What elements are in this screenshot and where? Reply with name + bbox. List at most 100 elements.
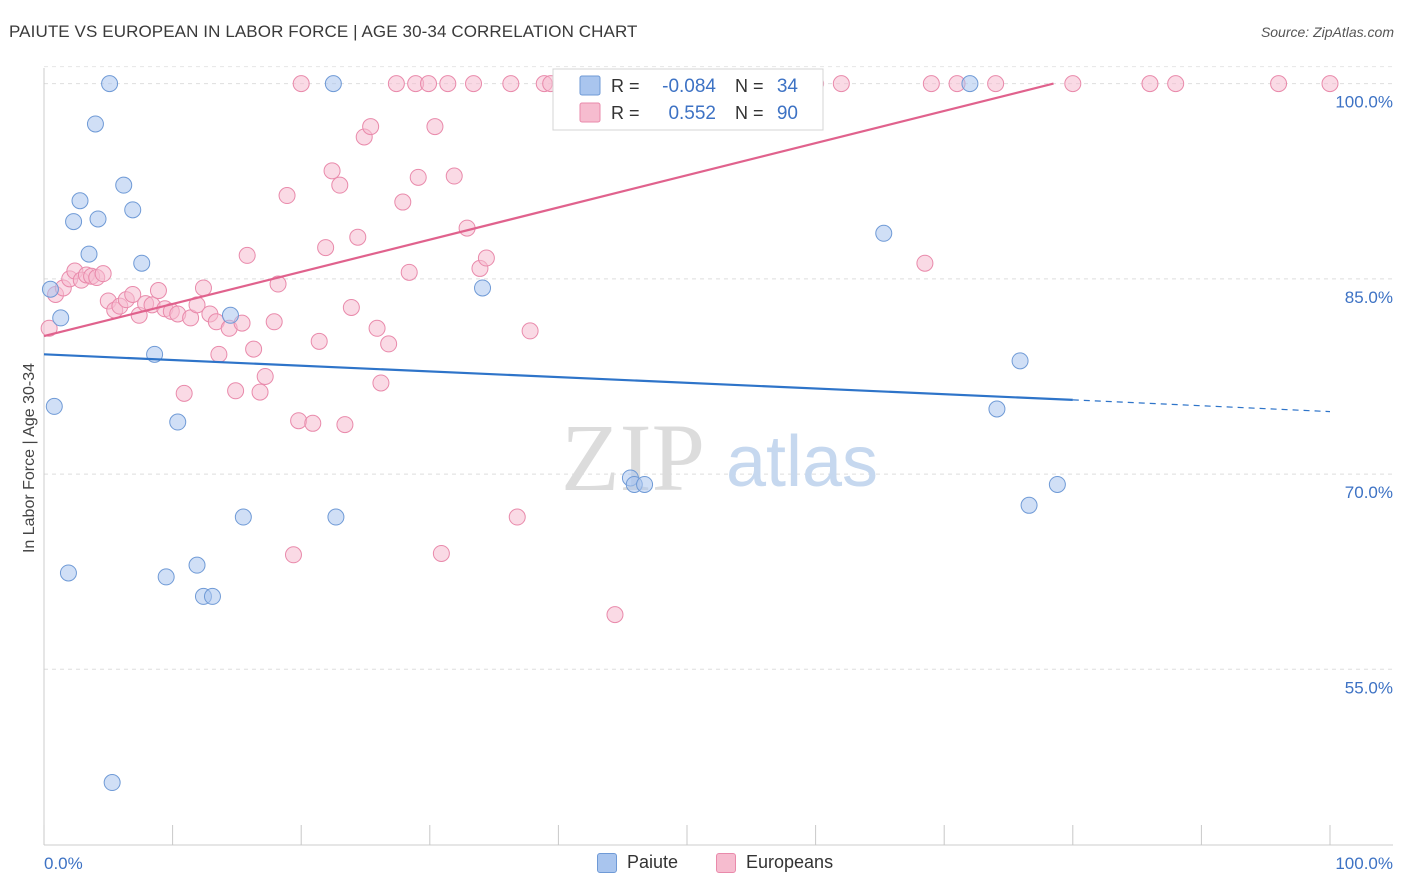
data-point — [342, 298, 360, 316]
data-point — [234, 508, 252, 526]
data-point — [420, 75, 438, 93]
data-point — [362, 118, 380, 136]
data-point — [45, 397, 63, 415]
legend-item-europeans: Europeans — [716, 852, 833, 873]
stats-n-value-europeans: 90 — [777, 103, 798, 124]
data-point — [331, 176, 349, 194]
data-point — [1270, 75, 1288, 93]
data-point — [115, 176, 133, 194]
data-point — [169, 413, 187, 431]
series-paiute — [41, 75, 1066, 792]
data-point — [59, 564, 77, 582]
data-point — [327, 508, 345, 526]
stats-r-label-paiute: R = — [611, 76, 640, 96]
y-tick-label: 85.0% — [1345, 288, 1393, 307]
stats-swatch-europeans — [579, 102, 601, 123]
data-point — [987, 75, 1005, 93]
data-point — [323, 162, 341, 180]
data-point — [368, 319, 386, 337]
data-point — [94, 265, 112, 283]
trend-line-extension-paiute — [1072, 399, 1331, 413]
data-point — [210, 345, 228, 363]
series-europeans — [40, 75, 1339, 624]
legend-swatch-paiute — [597, 852, 617, 873]
data-point — [89, 210, 107, 228]
legend-item-paiute: Paiute — [597, 852, 678, 873]
chart-title: PAIUTE VS EUROPEAN IN LABOR FORCE | AGE … — [9, 22, 638, 41]
trend-line-europeans — [43, 82, 1054, 338]
data-point — [508, 508, 526, 526]
y-axis-label: In Labor Force | Age 30-34 — [21, 363, 38, 553]
data-point — [1048, 475, 1066, 493]
stats-r-value-europeans: 0.552 — [668, 103, 716, 124]
data-point — [1064, 75, 1082, 93]
watermark: ZIP atlas — [561, 404, 878, 511]
data-point — [961, 75, 979, 93]
stats-n-label-paiute: N = — [735, 76, 764, 96]
data-point — [832, 75, 850, 93]
data-point — [387, 75, 405, 93]
data-point — [221, 306, 239, 324]
data-point — [317, 239, 335, 257]
data-point — [400, 263, 418, 281]
data-point — [409, 168, 427, 186]
data-point — [916, 254, 934, 272]
trend-line-paiute — [43, 353, 1073, 401]
legend-swatch-europeans — [716, 852, 736, 873]
data-point — [606, 606, 624, 624]
data-point — [349, 228, 367, 246]
data-point — [133, 254, 151, 272]
data-point — [40, 319, 58, 337]
data-point — [103, 774, 121, 792]
data-point — [251, 383, 269, 401]
data-point — [324, 75, 342, 93]
data-point — [636, 475, 654, 493]
data-point — [875, 224, 893, 242]
data-point — [71, 192, 89, 210]
stats-legend: R = -0.084 N = 34 R = 0.552 N = 90 — [552, 68, 824, 131]
data-point — [1020, 496, 1038, 514]
grid-lines — [44, 66, 1393, 670]
source-label: Source: ZipAtlas.com — [1260, 24, 1394, 40]
stats-r-value-paiute: -0.084 — [662, 76, 716, 97]
data-point — [304, 414, 322, 432]
data-point — [269, 275, 287, 293]
x-tick-label-max: 100.0% — [1335, 854, 1393, 873]
data-point — [439, 75, 457, 93]
data-point — [521, 322, 539, 340]
data-point — [284, 546, 302, 564]
trend-lines — [43, 82, 1331, 413]
watermark-atlas: atlas — [726, 422, 878, 502]
data-point — [465, 75, 483, 93]
data-point — [1011, 352, 1029, 370]
data-point — [101, 75, 119, 93]
data-point — [290, 412, 308, 430]
y-tick-label: 70.0% — [1345, 483, 1393, 502]
data-point — [188, 556, 206, 574]
stats-r-label-europeans: R = — [611, 103, 640, 123]
data-point — [227, 382, 245, 400]
data-point — [432, 544, 450, 562]
data-point — [256, 367, 274, 385]
data-point — [1141, 75, 1159, 93]
data-point — [245, 340, 263, 358]
stats-n-label-europeans: N = — [735, 103, 764, 123]
x-tick-label-min: 0.0% — [44, 854, 83, 873]
bottom-legend: Paiute Europeans — [0, 848, 1406, 880]
data-point — [124, 201, 142, 219]
data-point — [175, 384, 193, 402]
data-point — [292, 75, 310, 93]
data-point — [426, 118, 444, 136]
data-point — [86, 115, 104, 133]
stats-swatch-paiute — [579, 75, 601, 96]
data-point — [394, 193, 412, 211]
data-point — [149, 282, 167, 300]
data-point — [380, 335, 398, 353]
data-point — [278, 187, 296, 205]
data-point — [1321, 75, 1339, 93]
watermark-zip: ZIP — [561, 404, 705, 511]
y-tick-label: 55.0% — [1345, 678, 1393, 697]
legend-label-europeans: Europeans — [746, 852, 834, 872]
data-point — [310, 332, 328, 350]
